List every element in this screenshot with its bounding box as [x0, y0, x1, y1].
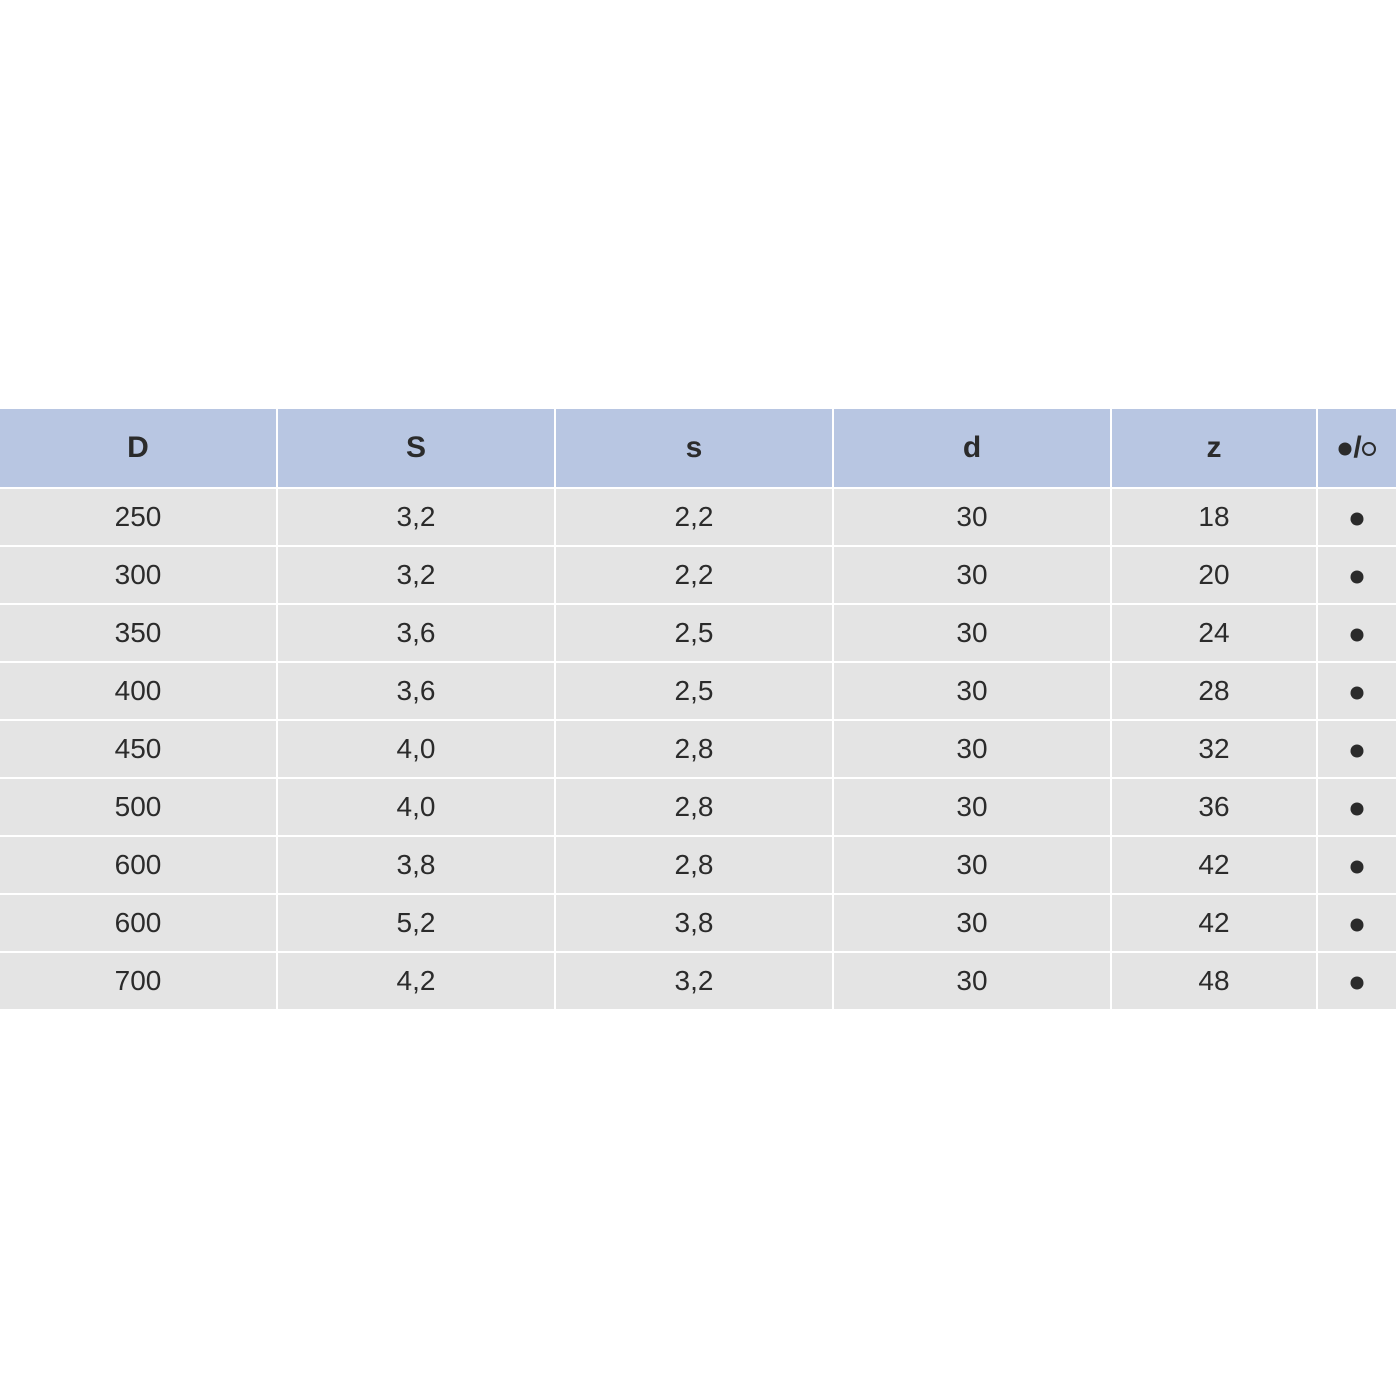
cell-S: 3,8: [278, 835, 556, 893]
cell-S: 4,0: [278, 719, 556, 777]
cell-D: 600: [0, 893, 278, 951]
cell-d: 30: [834, 603, 1112, 661]
table-row: 4504,02,83032: [0, 719, 1396, 777]
cell-d: 30: [834, 777, 1112, 835]
spec-table: D S s d z / 2503,22,230183003,22,2302035…: [0, 409, 1396, 1009]
cell-S: 3,2: [278, 487, 556, 545]
table-body: 2503,22,230183003,22,230203503,62,530244…: [0, 487, 1396, 1009]
cell-d: 30: [834, 951, 1112, 1009]
cell-marker: [1318, 545, 1396, 603]
filled-circle-icon: [1349, 743, 1365, 759]
table-row: 2503,22,23018: [0, 487, 1396, 545]
cell-z: 24: [1112, 603, 1318, 661]
cell-z: 42: [1112, 893, 1318, 951]
table-row: 5004,02,83036: [0, 777, 1396, 835]
table-row: 6003,82,83042: [0, 835, 1396, 893]
filled-circle-icon: [1349, 801, 1365, 817]
cell-marker: [1318, 603, 1396, 661]
table-row: 3003,22,23020: [0, 545, 1396, 603]
page: D S s d z / 2503,22,230183003,22,2302035…: [0, 0, 1396, 1396]
cell-marker: [1318, 487, 1396, 545]
cell-D: 450: [0, 719, 278, 777]
cell-s: 3,8: [556, 893, 834, 951]
col-header-D: D: [0, 409, 278, 487]
open-circle-icon: [1361, 441, 1377, 457]
marker-slash: /: [1353, 431, 1360, 464]
cell-marker: [1318, 719, 1396, 777]
filled-circle-icon: [1349, 627, 1365, 643]
cell-z: 36: [1112, 777, 1318, 835]
table-row: 7004,23,23048: [0, 951, 1396, 1009]
cell-D: 300: [0, 545, 278, 603]
cell-D: 700: [0, 951, 278, 1009]
col-header-z: z: [1112, 409, 1318, 487]
table-row: 6005,23,83042: [0, 893, 1396, 951]
cell-z: 48: [1112, 951, 1318, 1009]
cell-S: 3,2: [278, 545, 556, 603]
cell-z: 28: [1112, 661, 1318, 719]
filled-circle-icon: [1337, 441, 1353, 457]
table-row: 4003,62,53028: [0, 661, 1396, 719]
cell-S: 4,0: [278, 777, 556, 835]
cell-s: 2,5: [556, 603, 834, 661]
cell-S: 3,6: [278, 661, 556, 719]
filled-circle-icon: [1349, 511, 1365, 527]
cell-marker: [1318, 835, 1396, 893]
cell-s: 2,8: [556, 719, 834, 777]
filled-circle-icon: [1349, 859, 1365, 875]
cell-s: 2,8: [556, 777, 834, 835]
spec-table-wrap: D S s d z / 2503,22,230183003,22,2302035…: [0, 409, 1396, 1009]
cell-D: 350: [0, 603, 278, 661]
col-header-marker: /: [1318, 409, 1396, 487]
cell-z: 42: [1112, 835, 1318, 893]
marker-header-content: /: [1337, 431, 1376, 464]
cell-D: 250: [0, 487, 278, 545]
filled-circle-icon: [1349, 917, 1365, 933]
cell-s: 2,2: [556, 545, 834, 603]
col-header-d: d: [834, 409, 1112, 487]
cell-z: 20: [1112, 545, 1318, 603]
cell-s: 2,8: [556, 835, 834, 893]
cell-s: 2,5: [556, 661, 834, 719]
cell-d: 30: [834, 835, 1112, 893]
table-header: D S s d z /: [0, 409, 1396, 487]
filled-circle-icon: [1349, 569, 1365, 585]
cell-d: 30: [834, 719, 1112, 777]
filled-circle-icon: [1349, 685, 1365, 701]
cell-z: 18: [1112, 487, 1318, 545]
cell-d: 30: [834, 893, 1112, 951]
filled-circle-icon: [1349, 975, 1365, 991]
header-row: D S s d z /: [0, 409, 1396, 487]
cell-D: 400: [0, 661, 278, 719]
cell-D: 600: [0, 835, 278, 893]
cell-d: 30: [834, 545, 1112, 603]
cell-d: 30: [834, 487, 1112, 545]
cell-d: 30: [834, 661, 1112, 719]
cell-marker: [1318, 777, 1396, 835]
cell-s: 3,2: [556, 951, 834, 1009]
cell-marker: [1318, 893, 1396, 951]
cell-z: 32: [1112, 719, 1318, 777]
cell-marker: [1318, 951, 1396, 1009]
cell-s: 2,2: [556, 487, 834, 545]
cell-S: 3,6: [278, 603, 556, 661]
table-row: 3503,62,53024: [0, 603, 1396, 661]
cell-D: 500: [0, 777, 278, 835]
cell-S: 5,2: [278, 893, 556, 951]
cell-marker: [1318, 661, 1396, 719]
col-header-S: S: [278, 409, 556, 487]
cell-S: 4,2: [278, 951, 556, 1009]
col-header-s: s: [556, 409, 834, 487]
